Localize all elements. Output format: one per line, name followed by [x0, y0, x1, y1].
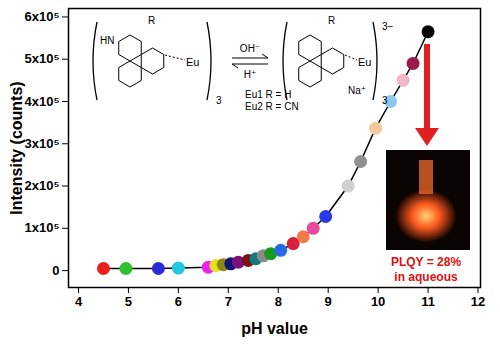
svg-text:OH⁻: OH⁻	[240, 43, 260, 54]
svg-text:Eu: Eu	[358, 56, 371, 68]
svg-text:HN: HN	[100, 35, 114, 46]
svg-text:4: 4	[75, 294, 83, 309]
svg-text:4x10⁵: 4x10⁵	[24, 94, 59, 109]
svg-text:5x10⁵: 5x10⁵	[24, 51, 59, 66]
svg-text:2x10⁵: 2x10⁵	[24, 178, 59, 193]
svg-text:Eu1 R = H: Eu1 R = H	[245, 89, 291, 100]
svg-text:3: 3	[382, 95, 388, 106]
svg-text:PLQY = 28%: PLQY = 28%	[391, 255, 461, 269]
svg-text:11: 11	[421, 294, 435, 309]
svg-text:H⁺: H⁺	[244, 69, 257, 80]
svg-text:3x10⁵: 3x10⁵	[24, 136, 59, 151]
svg-text:R: R	[148, 15, 155, 26]
svg-text:9: 9	[325, 294, 332, 309]
svg-text:1x10⁵: 1x10⁵	[24, 220, 59, 235]
svg-text:Intensity (counts): Intensity (counts)	[8, 81, 25, 214]
svg-text:Na⁺: Na⁺	[348, 85, 366, 96]
svg-text:in aqueous: in aqueous	[394, 270, 458, 284]
svg-text:6x10⁵: 6x10⁵	[24, 9, 59, 24]
svg-text:0: 0	[52, 263, 59, 278]
svg-text:7: 7	[225, 294, 232, 309]
svg-text:8: 8	[275, 294, 282, 309]
svg-text:12: 12	[471, 294, 485, 309]
svg-text:6: 6	[175, 294, 182, 309]
svg-text:Eu: Eu	[186, 56, 199, 68]
svg-text:pH value: pH value	[241, 320, 308, 337]
svg-text:5: 5	[125, 294, 132, 309]
svg-text:3−: 3−	[382, 21, 394, 32]
svg-text:10: 10	[371, 294, 385, 309]
svg-text:3: 3	[216, 95, 222, 106]
svg-text:R: R	[328, 15, 335, 26]
svg-text:Eu2 R = CN: Eu2 R = CN	[245, 101, 299, 112]
